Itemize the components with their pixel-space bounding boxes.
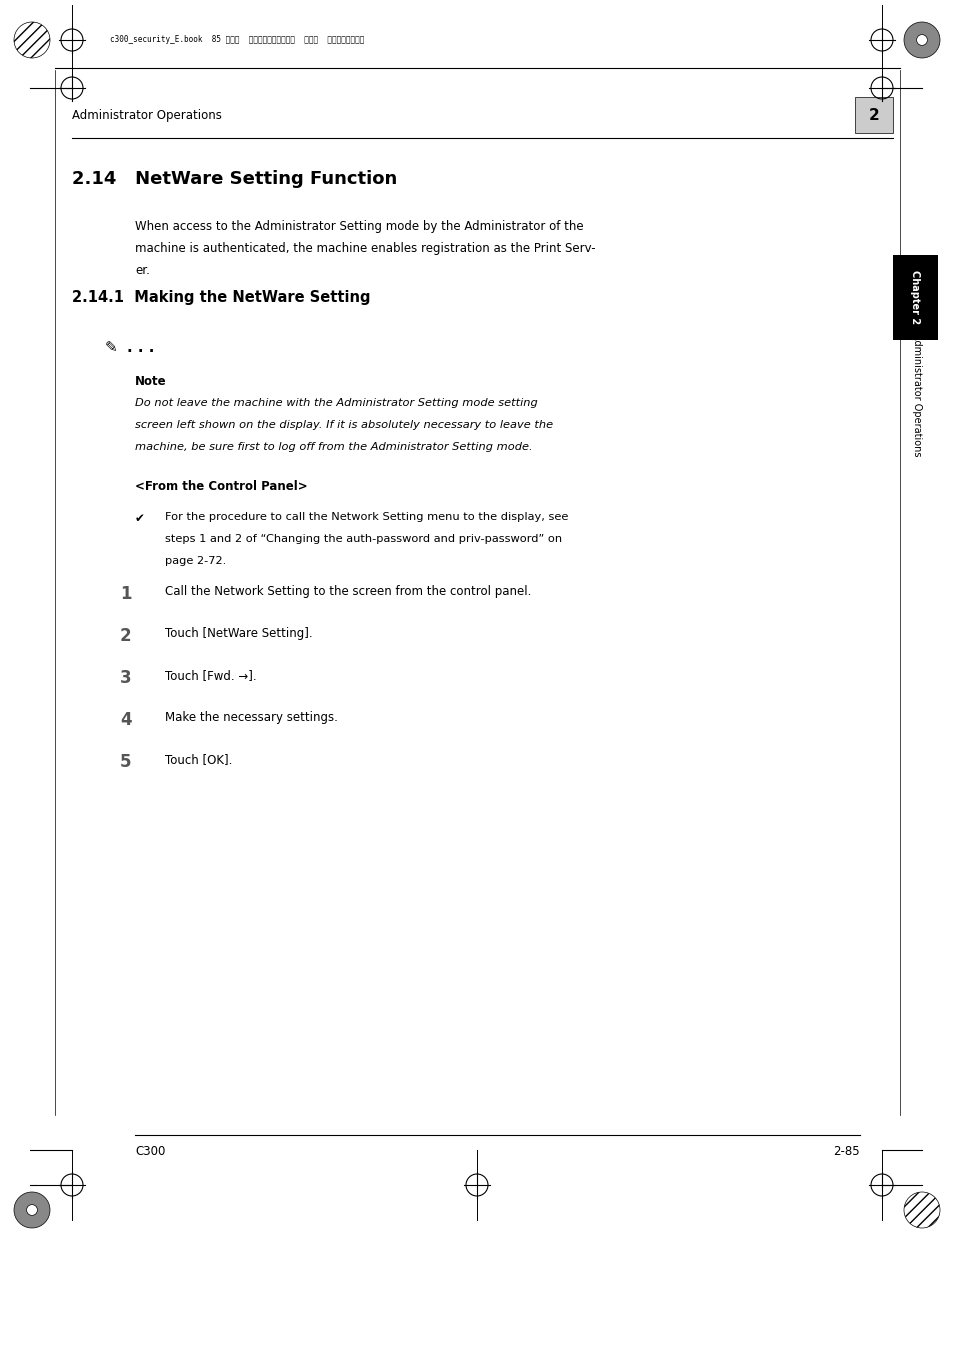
Circle shape bbox=[916, 35, 926, 46]
Text: Call the Network Setting to the screen from the control panel.: Call the Network Setting to the screen f… bbox=[165, 585, 531, 598]
Text: 2: 2 bbox=[120, 626, 132, 645]
Text: 2-85: 2-85 bbox=[833, 1145, 859, 1158]
Text: Do not leave the machine with the Administrator Setting mode setting: Do not leave the machine with the Admini… bbox=[135, 398, 537, 408]
Circle shape bbox=[903, 22, 939, 58]
FancyBboxPatch shape bbox=[854, 97, 892, 134]
Text: ✔: ✔ bbox=[135, 512, 145, 525]
FancyBboxPatch shape bbox=[892, 255, 937, 340]
Text: c300_security_E.book  85 ページ  ２００７年４月１１日  水曜日  午前１０時４２分: c300_security_E.book 85 ページ ２００７年４月１１日 水… bbox=[110, 35, 364, 45]
Text: machine is authenticated, the machine enables registration as the Print Serv-: machine is authenticated, the machine en… bbox=[135, 242, 595, 255]
Text: <From the Control Panel>: <From the Control Panel> bbox=[135, 481, 307, 493]
Text: screen left shown on the display. If it is absolutely necessary to leave the: screen left shown on the display. If it … bbox=[135, 420, 553, 431]
Text: page 2-72.: page 2-72. bbox=[165, 556, 226, 566]
Text: er.: er. bbox=[135, 265, 150, 277]
Text: Touch [NetWare Setting].: Touch [NetWare Setting]. bbox=[165, 626, 313, 640]
Circle shape bbox=[903, 1192, 939, 1228]
Text: Administrator Operations: Administrator Operations bbox=[71, 108, 222, 122]
Text: Make the necessary settings.: Make the necessary settings. bbox=[165, 711, 337, 724]
Text: When access to the Administrator Setting mode by the Administrator of the: When access to the Administrator Setting… bbox=[135, 220, 583, 234]
Text: 4: 4 bbox=[120, 711, 132, 729]
Text: . . .: . . . bbox=[127, 340, 154, 355]
Text: ✎: ✎ bbox=[105, 340, 117, 355]
Text: 1: 1 bbox=[120, 585, 132, 603]
Text: Touch [OK].: Touch [OK]. bbox=[165, 753, 233, 765]
Text: 5: 5 bbox=[120, 753, 132, 771]
Text: C300: C300 bbox=[135, 1145, 165, 1158]
Text: 2: 2 bbox=[868, 108, 879, 123]
Text: For the procedure to call the Network Setting menu to the display, see: For the procedure to call the Network Se… bbox=[165, 512, 568, 522]
Text: machine, be sure first to log off from the Administrator Setting mode.: machine, be sure first to log off from t… bbox=[135, 441, 532, 452]
Circle shape bbox=[27, 1204, 37, 1215]
Text: Touch [Fwd. →].: Touch [Fwd. →]. bbox=[165, 670, 256, 682]
Circle shape bbox=[14, 1192, 50, 1228]
Text: Administrator Operations: Administrator Operations bbox=[911, 333, 922, 456]
Text: 2.14   NetWare Setting Function: 2.14 NetWare Setting Function bbox=[71, 170, 396, 188]
Text: Chapter 2: Chapter 2 bbox=[909, 270, 920, 324]
Text: steps 1 and 2 of “Changing the auth-password and priv-password” on: steps 1 and 2 of “Changing the auth-pass… bbox=[165, 535, 561, 544]
Text: Note: Note bbox=[135, 375, 167, 387]
Circle shape bbox=[14, 22, 50, 58]
Text: 2.14.1  Making the NetWare Setting: 2.14.1 Making the NetWare Setting bbox=[71, 290, 370, 305]
Text: 3: 3 bbox=[120, 670, 132, 687]
